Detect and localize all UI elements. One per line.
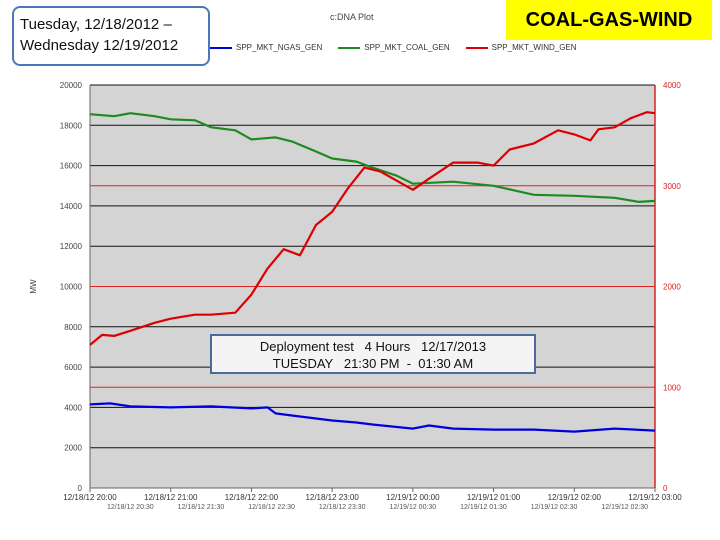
left-tick-label-6: 12000 bbox=[60, 242, 83, 251]
right-tick-label-4: 4000 bbox=[663, 81, 681, 90]
x-tick-label-top-7: 12/19/12 03:00 bbox=[628, 493, 682, 502]
legend-item-coal: SPP_MKT_COAL_GEN bbox=[338, 43, 450, 52]
x-tick-label-bottom-1: 12/18/12 21:30 bbox=[178, 504, 225, 511]
legend-swatch-coal bbox=[338, 46, 361, 49]
legend-item-ngas: SPP_MKT_NGAS_GEN bbox=[210, 43, 322, 52]
left-tick-label-0: 0 bbox=[78, 484, 83, 493]
annotation-line-1: Deployment test 4 Hours 12/17/2013 bbox=[259, 339, 487, 354]
left-tick-label-4: 8000 bbox=[64, 323, 82, 332]
deployment-annotation: Deployment test 4 Hours 12/17/2013 TUESD… bbox=[210, 334, 536, 374]
right-tick-label-0: 0 bbox=[663, 484, 668, 493]
x-tick-label-top-2: 12/18/12 22:00 bbox=[225, 493, 279, 502]
annotation-line-2: TUESDAY 21:30 PM - 01:30 AM bbox=[272, 356, 474, 371]
x-tick-label-bottom-5: 12/19/12 01:30 bbox=[460, 504, 507, 511]
x-tick-label-bottom-3: 12/18/12 23:30 bbox=[319, 504, 366, 511]
x-tick-label-bottom-6: 12/19/12 02:30 bbox=[531, 504, 578, 511]
x-tick-label-top-3: 12/18/12 23:00 bbox=[305, 493, 359, 502]
corner-title: COAL-GAS-WIND bbox=[506, 0, 712, 40]
legend-label-ngas: SPP_MKT_NGAS_GEN bbox=[236, 43, 323, 52]
right-tick-label-1: 1000 bbox=[663, 383, 681, 392]
series-line-spp-mkt-wind-gen bbox=[89, 111, 656, 346]
series-line-spp-mkt-coal-gen bbox=[89, 112, 656, 203]
date-line-2: Wednesday 12/19/2012 bbox=[20, 37, 179, 54]
date-line-1: Tuesday, 12/18/2012 – bbox=[20, 16, 172, 33]
legend-label-coal: SPP_MKT_COAL_GEN bbox=[364, 43, 450, 52]
x-tick-label-bottom-4: 12/19/12 00:30 bbox=[389, 504, 436, 511]
left-tick-label-3: 6000 bbox=[64, 363, 82, 372]
x-tick-label-top-4: 12/19/12 00:00 bbox=[386, 493, 440, 502]
legend-swatch-wind bbox=[465, 46, 488, 49]
right-tick-label-3: 3000 bbox=[663, 182, 681, 191]
plot-title: c:DNA Plot bbox=[330, 12, 374, 22]
x-tick-label-top-5: 12/19/12 01:00 bbox=[467, 493, 521, 502]
legend-swatch-ngas bbox=[210, 46, 232, 49]
x-tick-label-top-6: 12/19/12 02:00 bbox=[548, 493, 602, 502]
left-tick-label-7: 14000 bbox=[60, 202, 83, 211]
legend: SPP_MKT_NGAS_GEN SPP_MKT_COAL_GEN SPP_MK… bbox=[210, 43, 577, 52]
left-tick-label-1: 2000 bbox=[64, 444, 82, 453]
x-tick-label-top-1: 12/18/12 21:00 bbox=[144, 493, 198, 502]
x-tick-label-top-0: 12/18/12 20:00 bbox=[63, 493, 117, 502]
legend-item-wind: SPP_MKT_WIND_GEN bbox=[465, 43, 577, 52]
date-range-box: Tuesday, 12/18/2012 – Wednesday 12/19/20… bbox=[12, 6, 210, 66]
x-tick-label-bottom-0: 12/18/12 20:30 bbox=[107, 504, 154, 511]
y-axis-label: MW bbox=[29, 279, 38, 294]
series-line-spp-mkt-ngas-gen bbox=[89, 402, 656, 433]
left-tick-label-8: 16000 bbox=[60, 162, 83, 171]
left-tick-label-2: 4000 bbox=[64, 403, 82, 412]
left-tick-label-10: 20000 bbox=[60, 81, 83, 90]
left-tick-label-5: 10000 bbox=[60, 283, 83, 292]
x-tick-label-bottom-7: 12/19/12 02:30 bbox=[601, 504, 648, 511]
legend-label-wind: SPP_MKT_WIND_GEN bbox=[491, 43, 577, 52]
x-tick-label-bottom-2: 12/18/12 22:30 bbox=[248, 504, 295, 511]
right-tick-label-2: 2000 bbox=[663, 283, 681, 292]
left-tick-label-9: 18000 bbox=[60, 121, 83, 130]
